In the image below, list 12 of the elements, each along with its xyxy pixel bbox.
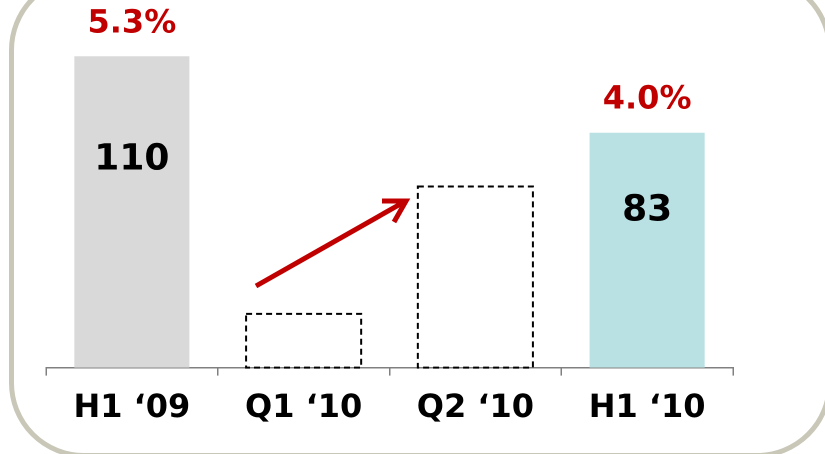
bar (245, 312, 362, 369)
bar (74, 56, 190, 368)
annotation: 5.3% (88, 2, 176, 40)
bar (590, 132, 705, 368)
data-label: 83 (622, 188, 672, 230)
data-label: 110 (94, 137, 170, 178)
x-tick-label: Q1 ‘10 (244, 387, 362, 426)
bar (416, 185, 534, 369)
x-tick-label: H1 ‘10 (588, 387, 706, 426)
x-tick-label: Q2 ‘10 (416, 387, 534, 426)
annotation: 4.0% (602, 78, 692, 117)
x-tick-label: H1 ‘09 (73, 387, 190, 426)
